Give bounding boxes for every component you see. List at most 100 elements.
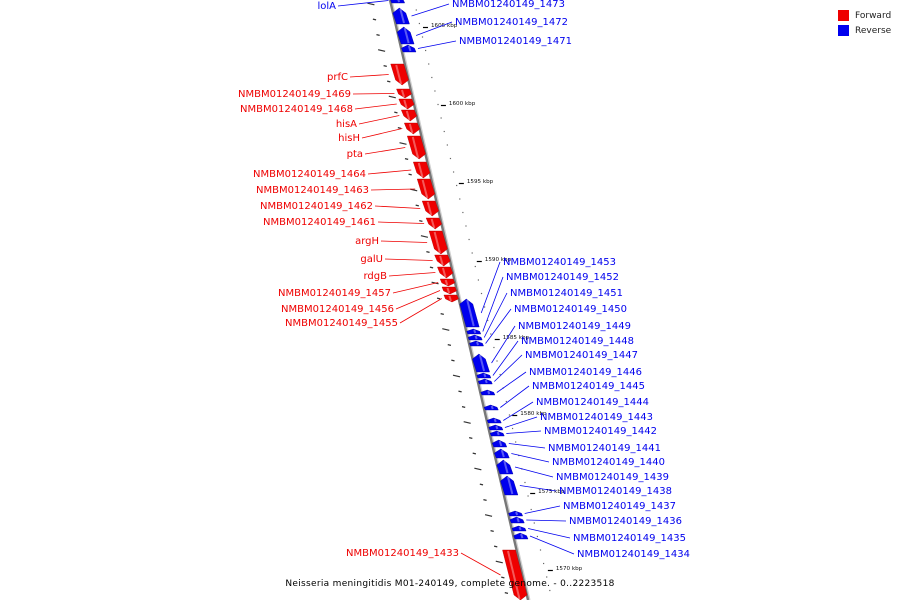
tick-label: 1575 kbp (538, 489, 565, 495)
gene-highlight (507, 476, 514, 495)
gene-highlight (478, 354, 486, 372)
gene-arrow (513, 532, 529, 540)
feature-nmbm01240149_1452 (466, 328, 482, 335)
scale-dot (456, 184, 458, 187)
feature-nmbm01240149_1436 (509, 516, 525, 524)
feature-nmbm01240149_1471 (401, 44, 417, 53)
label-connector (384, 258, 433, 261)
gene-label: rdgB (364, 271, 388, 282)
label-connector (528, 528, 571, 539)
tick-layer: 1605 kbp 1600 kbp 1595 kbp 1590 kbp 1585 kbp… (422, 23, 583, 572)
legend-label-reverse: Reverse (855, 25, 892, 36)
label-connector (392, 282, 439, 294)
scale-dot (487, 319, 489, 322)
scale-dash (451, 359, 455, 362)
gene-highlight (408, 123, 414, 134)
feature-nmbm01240149_1445 (483, 404, 499, 411)
legend-item-reverse: Reverse (838, 23, 891, 38)
gene-arrow (404, 122, 421, 135)
gene-label: NMBM01240149_1441 (548, 443, 661, 454)
gene-label: NMBM01240149_1435 (573, 533, 686, 544)
gene-arrow (480, 389, 496, 396)
gene-highlight (507, 550, 521, 600)
scale-dot (549, 589, 551, 592)
feature-rdgb (437, 266, 454, 279)
feature-nmbm01240149_1441 (491, 439, 508, 448)
gene-arrow (434, 254, 451, 267)
gene-arrow (477, 378, 493, 385)
gene-highlight (441, 267, 447, 278)
scale-dash (387, 80, 391, 83)
feature-nmbm01240149_1472 (396, 26, 415, 45)
scale-dot (452, 171, 455, 173)
scale-dot (533, 522, 535, 524)
feature-nmbm01240149_1453 (459, 298, 480, 328)
feature-layer (390, 0, 529, 600)
scale-dash (419, 220, 423, 222)
label-connector (526, 519, 567, 522)
gene-label: NMBM01240149_1447 (525, 350, 638, 361)
gene-arrow (439, 278, 456, 287)
gene-label: NMBM01240149_1457 (278, 288, 391, 299)
gene-highlight (439, 255, 444, 266)
scale-dot (440, 117, 442, 119)
gene-arrow (500, 475, 519, 496)
gene-label: NMBM01240149_1450 (514, 304, 627, 315)
gene-highlight (403, 27, 410, 44)
scale-dot (536, 535, 538, 538)
scale-dot (449, 157, 452, 160)
label-connector (361, 128, 403, 139)
gene-label: NMBM01240149_1472 (455, 17, 568, 28)
scale-dash (495, 560, 503, 564)
gene-highlight (405, 110, 411, 121)
scale-dash (394, 111, 398, 114)
feature-nmbm01240149_1464 (413, 161, 431, 179)
gene-arrow (416, 178, 436, 200)
gene-label: NMBM01240149_1442 (544, 426, 657, 437)
scale-dot (515, 441, 517, 443)
feature-nmbm01240149_1455 (443, 294, 459, 303)
scale-dash (463, 421, 471, 424)
scale-dot (428, 63, 430, 65)
gene-arrow (428, 230, 448, 255)
scale-dash (377, 49, 386, 52)
legend: Forward Reverse (838, 8, 891, 38)
tick-label: 1585 kbp (503, 335, 530, 341)
gene-highlight (411, 136, 420, 159)
feature-prfc (390, 63, 409, 86)
gene-label: NMBM01240149_1445 (532, 381, 645, 392)
scale-dot (543, 562, 545, 565)
label-connector (500, 385, 530, 408)
label-connector (364, 147, 406, 155)
feature-nmbm01240149_1468 (398, 98, 415, 110)
gene-label: prfC (327, 72, 348, 83)
label-connector (504, 416, 538, 428)
reverse-swatch (838, 25, 849, 36)
gene-arrow (396, 26, 415, 45)
tick-label: 1590 kbp (485, 257, 512, 263)
scale-dash (440, 313, 444, 315)
gene-arrow (469, 340, 484, 347)
scale-dot (437, 103, 439, 106)
scale-dash (458, 390, 462, 393)
gene-highlight (448, 295, 452, 302)
gene-arrow (467, 334, 483, 341)
label-connector (524, 505, 561, 514)
label-connector (460, 552, 501, 576)
gene-highlight (430, 218, 436, 229)
scale-dot (474, 265, 476, 268)
label-connector (519, 485, 557, 492)
label-connector (358, 115, 400, 125)
tick-label: 1605 kbp (431, 23, 458, 29)
feature-hish (404, 122, 421, 135)
feature-nmbm01240149_1442 (489, 430, 505, 437)
gene-label: galU (360, 254, 383, 265)
gene-highlight (490, 405, 494, 410)
label-connector (491, 325, 516, 364)
scale-dot (505, 400, 507, 403)
label-connector (514, 466, 554, 478)
gene-label: lolA (317, 1, 336, 12)
gene-arrow (401, 44, 417, 53)
feature-galu (434, 254, 451, 267)
